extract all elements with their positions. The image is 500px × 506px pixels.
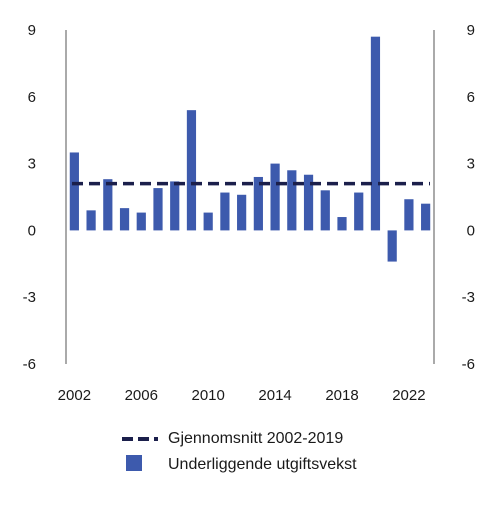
bar-2018 bbox=[337, 217, 347, 231]
y-tick-right: 3 bbox=[467, 156, 475, 173]
bar-2020 bbox=[370, 36, 381, 231]
bar-2010 bbox=[203, 212, 213, 231]
bar-2009 bbox=[186, 110, 197, 231]
y-tick-right: -6 bbox=[462, 356, 475, 373]
legend-item-growth: Underliggende utgiftsvekst bbox=[122, 452, 357, 478]
x-tick: 2022 bbox=[392, 387, 425, 404]
bar-series bbox=[69, 36, 431, 262]
bar-2007 bbox=[153, 188, 163, 231]
y-tick-left: 9 bbox=[28, 22, 36, 39]
chart-axes bbox=[65, 30, 435, 364]
bar-2005 bbox=[119, 208, 130, 231]
bar-2004 bbox=[103, 179, 113, 231]
legend-label-growth: Underliggende utgiftsvekst bbox=[168, 456, 357, 473]
y-tick-left: -6 bbox=[23, 356, 36, 373]
expenditure-growth-chart: 9 9 6 6 3 3 0 0 -3 -3 -6 -6 2002 2006 2010 2014 2018 2022 bbox=[23, 22, 475, 404]
bar-2019 bbox=[354, 192, 364, 231]
y-tick-right: -3 bbox=[462, 289, 475, 306]
bar-2021 bbox=[387, 230, 397, 262]
dashed-line-icon bbox=[122, 429, 160, 449]
bar-2013 bbox=[253, 176, 263, 231]
x-tick: 2006 bbox=[125, 387, 158, 404]
y-tick-left: 0 bbox=[28, 222, 36, 239]
bar-2015 bbox=[287, 170, 297, 231]
legend-label-average: Gjennomsnitt 2002-2019 bbox=[168, 430, 344, 447]
bar-2003 bbox=[86, 210, 96, 231]
x-tick: 2010 bbox=[191, 387, 224, 404]
y-tick-right: 6 bbox=[467, 89, 475, 106]
y-tick-right: 9 bbox=[467, 22, 475, 39]
x-tick: 2018 bbox=[325, 387, 358, 404]
bar-2002 bbox=[69, 152, 79, 231]
x-tick: 2002 bbox=[58, 387, 91, 404]
legend-item-average: Gjennomsnitt 2002-2019 bbox=[122, 426, 357, 452]
tick-labels: 9 9 6 6 3 3 0 0 -3 -3 -6 -6 2002 2006 2010 2014 2018 2022 bbox=[23, 22, 475, 404]
bar-2006 bbox=[136, 212, 146, 231]
y-tick-left: 3 bbox=[28, 156, 36, 173]
bar-swatch-icon bbox=[122, 455, 160, 475]
bar-2008 bbox=[170, 181, 180, 231]
y-tick-right: 0 bbox=[467, 222, 475, 239]
bar-2022 bbox=[404, 199, 414, 231]
x-tick: 2014 bbox=[258, 387, 291, 404]
legend: Gjennomsnitt 2002-2019 Underliggende utg… bbox=[122, 426, 357, 478]
bar-2023 bbox=[421, 203, 431, 231]
y-tick-left: -3 bbox=[23, 289, 36, 306]
bar-2012 bbox=[237, 194, 247, 231]
bar-2014 bbox=[270, 163, 280, 231]
bar-2011 bbox=[220, 192, 230, 231]
y-tick-left: 6 bbox=[28, 89, 36, 106]
bar-2016 bbox=[303, 174, 314, 231]
bar-2017 bbox=[320, 190, 330, 231]
